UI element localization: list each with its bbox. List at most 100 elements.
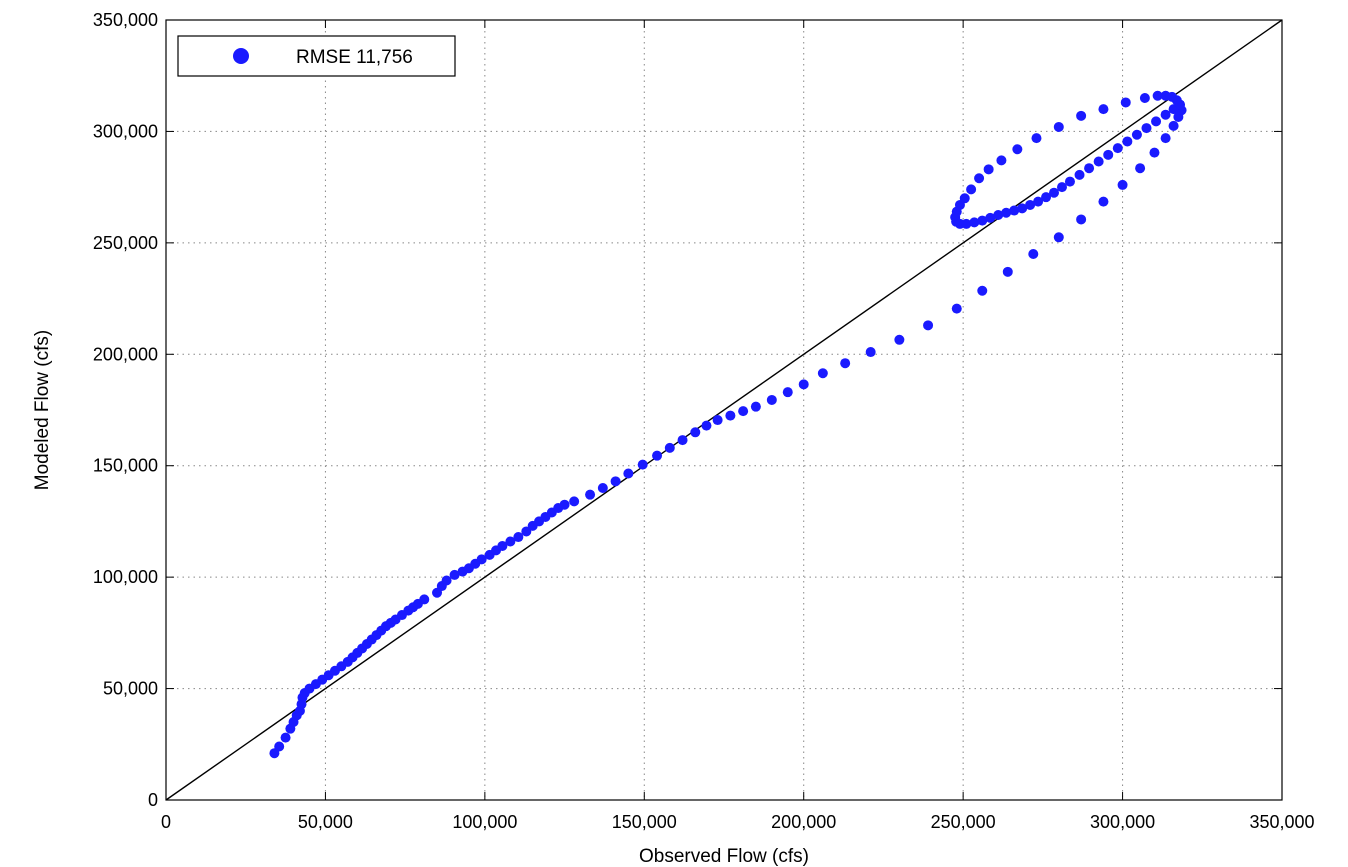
- data-point: [513, 532, 524, 543]
- y-tick-label: 250,000: [93, 233, 158, 253]
- data-point: [1002, 266, 1013, 277]
- data-point: [985, 212, 996, 223]
- data-point: [664, 442, 675, 453]
- data-point: [1056, 182, 1067, 193]
- plot-frame: [165, 19, 1283, 801]
- data-point: [1012, 144, 1023, 155]
- one-to-one-line: [165, 19, 1283, 801]
- data-point: [1049, 187, 1060, 198]
- data-point: [1025, 199, 1036, 210]
- data-point: [1120, 97, 1131, 108]
- data-point: [652, 450, 663, 461]
- legend-label: RMSE 11,756: [296, 47, 413, 68]
- data-point: [1112, 143, 1123, 154]
- data-point: [1084, 163, 1095, 174]
- data-point: [1139, 93, 1150, 103]
- data-point: [1160, 109, 1171, 120]
- data-point: [1135, 163, 1146, 174]
- data-point: [1117, 179, 1128, 190]
- data-point: [637, 459, 648, 470]
- data-point: [559, 499, 570, 510]
- data-point: [1152, 90, 1163, 101]
- x-tick-label: 300,000: [1090, 812, 1155, 832]
- data-point: [1103, 149, 1114, 160]
- data-point: [1098, 196, 1109, 207]
- data-point: [1028, 249, 1039, 259]
- y-tick-label: 150,000: [93, 456, 158, 476]
- data-point: [1076, 214, 1087, 225]
- data-point: [280, 732, 291, 743]
- data-point: [274, 741, 285, 752]
- data-point: [1017, 203, 1028, 214]
- data-point: [1033, 196, 1044, 207]
- grid-lines: [166, 20, 1282, 800]
- y-tick-label: 50,000: [103, 679, 158, 699]
- data-point: [1168, 120, 1179, 131]
- data-point: [983, 164, 994, 175]
- data-point: [961, 218, 972, 229]
- legend: RMSE 11,756: [177, 35, 456, 77]
- data-point: [1174, 99, 1185, 110]
- data-point: [597, 483, 608, 493]
- x-tick-label: 0: [161, 812, 171, 832]
- data-point: [1141, 123, 1152, 134]
- data-point: [476, 554, 487, 565]
- data-point: [1151, 116, 1162, 127]
- data-point: [817, 368, 828, 379]
- y-tick-label: 0: [148, 790, 158, 810]
- data-point: [497, 540, 508, 551]
- x-tick-label: 350,000: [1249, 812, 1314, 832]
- data-point: [951, 303, 962, 314]
- data-point: [993, 210, 1004, 220]
- axis-ticks: 0 50,000 100,000 150,000 200,000 250,000 300,0…: [93, 10, 1315, 832]
- data-point: [1064, 176, 1075, 187]
- x-axis-label: Observed Flow (cfs): [639, 846, 809, 867]
- data-point: [798, 379, 809, 390]
- data-point: [690, 427, 701, 438]
- data-point: [1098, 104, 1109, 115]
- data-point: [738, 406, 749, 417]
- data-point: [766, 394, 777, 405]
- data-point: [419, 594, 430, 605]
- data-point: [977, 285, 988, 296]
- y-tick-label: 100,000: [93, 567, 158, 587]
- data-point: [585, 489, 596, 500]
- data-points: [269, 90, 1187, 759]
- data-point: [1122, 136, 1133, 147]
- data-point: [441, 575, 452, 586]
- x-tick-label: 50,000: [298, 812, 353, 832]
- data-point: [1131, 129, 1142, 140]
- data-point: [1160, 133, 1171, 144]
- data-point: [923, 320, 934, 331]
- data-point: [750, 401, 761, 412]
- data-point: [569, 496, 580, 507]
- data-point: [505, 536, 516, 547]
- data-point: [782, 387, 793, 398]
- data-point: [1076, 110, 1087, 121]
- data-point: [725, 410, 736, 421]
- reference-line-group: [165, 19, 1283, 801]
- y-tick-label: 350,000: [93, 10, 158, 30]
- data-point: [974, 173, 985, 184]
- data-point: [623, 468, 634, 479]
- data-point: [1053, 121, 1064, 132]
- data-point: [996, 155, 1007, 166]
- x-tick-label: 100,000: [452, 812, 517, 832]
- data-point: [1093, 156, 1104, 167]
- y-axis-label: Modeled Flow (cfs): [32, 330, 53, 491]
- x-tick-label: 150,000: [612, 812, 677, 832]
- data-point: [1160, 90, 1171, 101]
- data-point: [610, 476, 621, 487]
- data-point: [701, 420, 712, 431]
- y-tick-label: 300,000: [93, 121, 158, 141]
- data-point: [1041, 192, 1052, 203]
- legend-box: [177, 35, 456, 77]
- data-point: [894, 334, 905, 345]
- data-point: [966, 184, 977, 195]
- data-point: [840, 358, 851, 369]
- data-point: [677, 435, 688, 446]
- data-point: [1074, 169, 1085, 180]
- data-point: [1053, 232, 1064, 243]
- data-point: [1031, 133, 1042, 144]
